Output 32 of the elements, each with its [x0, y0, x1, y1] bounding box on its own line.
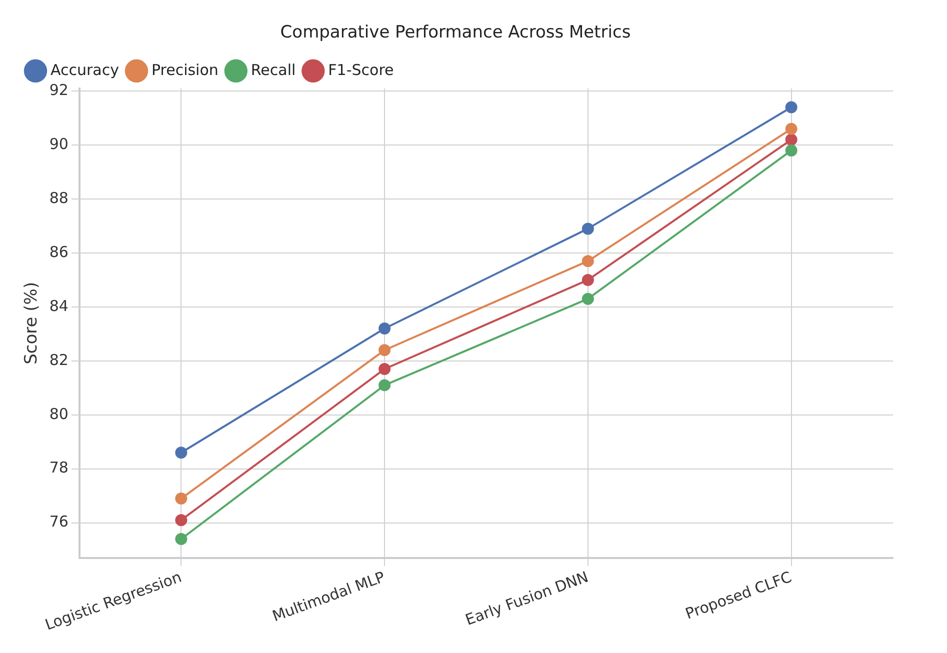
point	[785, 134, 798, 146]
point	[785, 122, 798, 135]
legend-label: Precision	[151, 60, 218, 79]
point	[582, 274, 594, 286]
point	[582, 255, 594, 268]
y-tick-label: 82	[49, 350, 68, 369]
y-tick-label: 80	[49, 404, 68, 423]
point	[378, 363, 391, 376]
y-tick-label: 88	[49, 188, 68, 207]
point	[582, 292, 594, 305]
legend-label: F1-Score	[328, 60, 394, 79]
point	[175, 514, 188, 526]
point	[785, 144, 798, 156]
point	[785, 101, 798, 114]
chart-title: Comparative Performance Across Metrics	[280, 22, 631, 43]
legend-label: Accuracy	[50, 60, 120, 79]
legend-label: Recall	[250, 60, 296, 79]
y-tick-label: 76	[49, 512, 68, 531]
point	[175, 446, 188, 459]
y-tick-label: 86	[49, 242, 68, 261]
point	[378, 344, 391, 356]
y-tick-label: 78	[49, 458, 68, 477]
point	[378, 379, 391, 392]
y-tick-label: 90	[49, 134, 68, 153]
point	[582, 222, 594, 235]
y-axis-title: Score (%)	[22, 282, 42, 364]
point	[175, 532, 188, 545]
x-tick-label: Early Fusion DNN	[463, 568, 591, 629]
y-tick-label: 84	[49, 296, 68, 315]
point	[175, 492, 188, 505]
point	[378, 322, 391, 335]
y-tick-label: 92	[49, 80, 68, 99]
